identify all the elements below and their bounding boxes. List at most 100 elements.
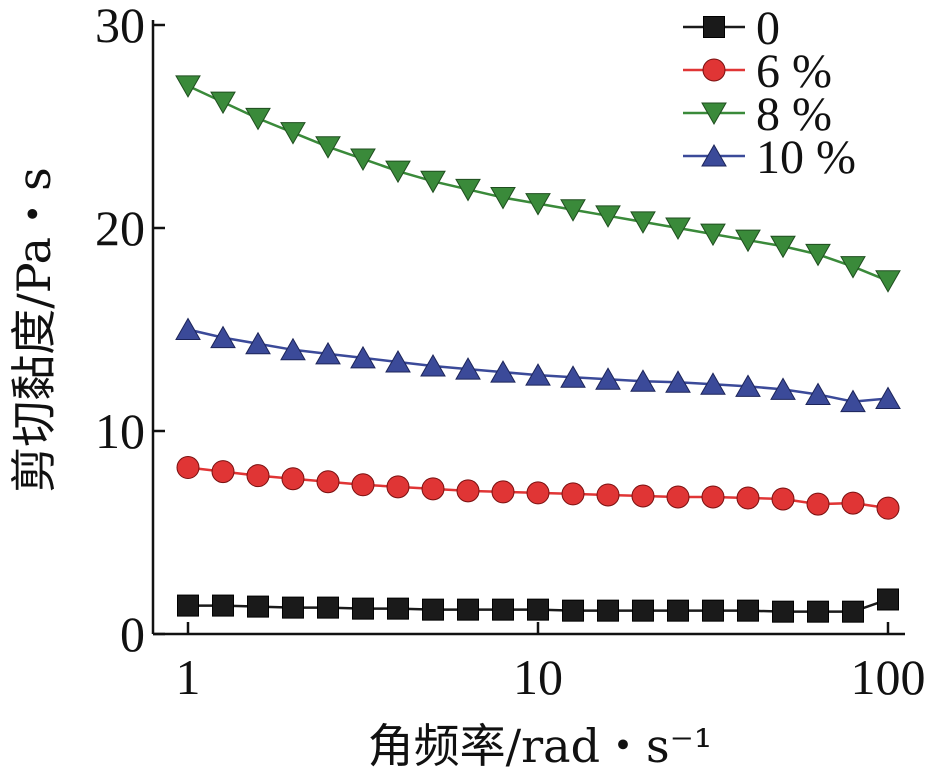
- data-point: [246, 464, 270, 488]
- series-8pct: [175, 75, 901, 293]
- data-point: [422, 598, 445, 621]
- data-point: [631, 484, 655, 508]
- data-point: [840, 389, 866, 413]
- data-point: [210, 91, 236, 115]
- data-point: [280, 122, 306, 145]
- data-point: [490, 187, 516, 210]
- data-point: [177, 594, 199, 617]
- data-point: [562, 599, 585, 622]
- data-point: [805, 243, 831, 267]
- data-point: [385, 160, 411, 184]
- data-point: [666, 485, 690, 509]
- data-point: [491, 598, 514, 621]
- data-point: [280, 337, 306, 361]
- data-point: [875, 270, 901, 293]
- data-point: [735, 229, 761, 253]
- legend-label: 8 %: [756, 88, 832, 141]
- legend-item: 6 %: [683, 45, 832, 98]
- data-point: [212, 594, 235, 617]
- data-point: [560, 199, 586, 222]
- data-point: [596, 483, 620, 507]
- data-point: [806, 492, 830, 516]
- data-point: [245, 107, 271, 131]
- data-point: [876, 496, 900, 520]
- legend-marker: [702, 58, 726, 82]
- data-point: [351, 597, 374, 620]
- data-point: [597, 599, 620, 622]
- data-point: [210, 325, 236, 349]
- data-point: [491, 480, 515, 504]
- data-point: [772, 600, 795, 623]
- data-point: [490, 360, 516, 383]
- data-point: [317, 596, 340, 619]
- data-point: [247, 595, 270, 618]
- y-tick-label: 0: [120, 606, 145, 662]
- x-tick-label: 1: [176, 649, 201, 705]
- data-point: [527, 598, 549, 621]
- data-point: [841, 600, 864, 623]
- data-point: [840, 256, 866, 279]
- data-point: [805, 382, 831, 405]
- data-point: [525, 193, 551, 216]
- data-point: [701, 485, 725, 509]
- data-point: [560, 365, 586, 388]
- legend-marker: [701, 143, 727, 167]
- data-point: [701, 599, 724, 622]
- x-tick-label: 10: [513, 649, 563, 705]
- data-point: [595, 367, 621, 390]
- data-point: [877, 588, 899, 611]
- data-point: [700, 372, 726, 395]
- x-tick-label: 100: [851, 649, 926, 705]
- data-point: [350, 148, 376, 171]
- data-point: [841, 491, 865, 515]
- data-point: [455, 357, 481, 380]
- data-point: [245, 331, 271, 355]
- data-point: [281, 467, 305, 491]
- series-layer: [175, 75, 901, 623]
- data-point: [350, 345, 376, 369]
- data-point: [316, 470, 340, 494]
- legend-label: 0: [756, 2, 780, 55]
- data-point: [525, 363, 551, 386]
- data-point: [351, 473, 375, 497]
- data-point: [175, 317, 201, 340]
- data-point: [700, 223, 726, 247]
- data-point: [386, 475, 410, 499]
- axes-layer: 0 10 20 30 1 10 100: [95, 0, 926, 705]
- data-point: [386, 597, 409, 620]
- data-point: [175, 75, 201, 98]
- legend: 06 %8 %10 %: [683, 2, 856, 184]
- data-point: [807, 600, 830, 623]
- legend-item: 10 %: [683, 131, 856, 184]
- data-point: [561, 482, 585, 506]
- data-point: [735, 374, 761, 397]
- data-point: [420, 170, 446, 194]
- data-point: [770, 235, 796, 259]
- data-point: [420, 354, 446, 377]
- data-point: [736, 486, 760, 510]
- data-point: [595, 205, 621, 228]
- data-point: [771, 487, 795, 511]
- data-point: [667, 599, 690, 622]
- data-point: [385, 349, 411, 373]
- data-point: [630, 211, 656, 234]
- data-point: [631, 599, 654, 622]
- data-point: [665, 370, 691, 393]
- data-point: [315, 136, 341, 159]
- data-point: [456, 479, 480, 503]
- data-point: [455, 178, 481, 202]
- legend-label: 6 %: [756, 45, 832, 98]
- legend-marker: [701, 102, 727, 126]
- series-0: [177, 588, 899, 623]
- legend-item: 0: [683, 2, 780, 55]
- data-point: [875, 386, 901, 410]
- x-axis-label: 角频率/rad・s⁻¹: [368, 719, 713, 773]
- data-point: [211, 460, 235, 484]
- data-point: [736, 599, 759, 622]
- y-axis-label: 剪切黏度/Pa・s: [7, 167, 61, 492]
- legend-label: 10 %: [756, 131, 856, 184]
- y-tick-label: 30: [95, 0, 145, 53]
- y-tick-label: 10: [95, 403, 145, 459]
- data-point: [176, 456, 200, 480]
- data-point: [630, 369, 656, 392]
